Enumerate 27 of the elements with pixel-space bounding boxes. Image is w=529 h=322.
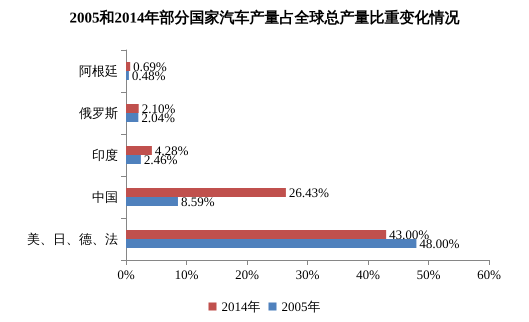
legend-label: 2005年 (282, 299, 320, 314)
chart-title: 2005和2014年部分国家汽车产量占全球总产量比重变化情况 (70, 8, 460, 26)
bar (126, 197, 178, 206)
bar (126, 146, 152, 155)
y-tick-label: 印度 (92, 148, 118, 162)
data-label: 26.43% (288, 185, 330, 200)
legend-label: 2014年 (222, 299, 260, 314)
x-tick-label: 10% (174, 267, 199, 282)
x-tick-label: 0% (117, 267, 135, 282)
data-label: 8.59% (180, 194, 215, 209)
bar (126, 62, 130, 71)
x-tick-label: 30% (296, 267, 320, 282)
y-tick-label: 阿根廷 (79, 64, 118, 78)
x-tick-label: 40% (356, 267, 380, 282)
y-tick-label: 中国 (92, 190, 118, 204)
bar (126, 230, 386, 239)
bar (126, 113, 138, 122)
bar (126, 155, 141, 164)
bar (126, 104, 139, 113)
bar (126, 71, 129, 80)
x-tick-label: 60% (477, 267, 502, 282)
y-tick-label: 美、日、德、法 (27, 232, 118, 246)
bar (126, 188, 286, 197)
x-tick-label: 50% (416, 267, 441, 282)
bar (126, 239, 416, 248)
x-tick-label: 20% (235, 267, 260, 282)
y-tick-label: 俄罗斯 (79, 106, 118, 120)
